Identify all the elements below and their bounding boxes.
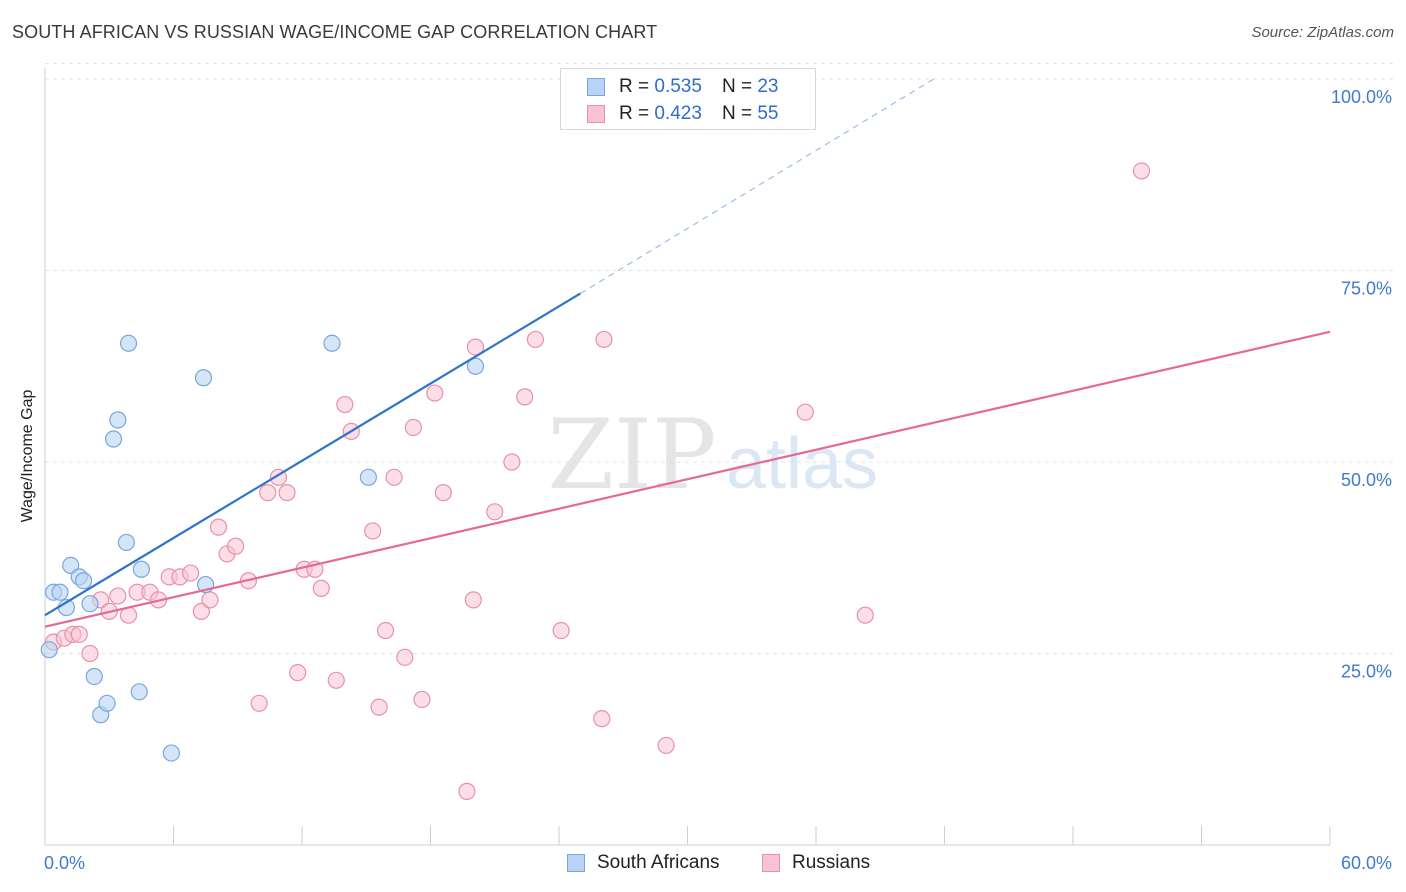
- russians-points: [44, 162, 1151, 800]
- russians-point: [593, 710, 611, 728]
- south-africans-point: [51, 583, 69, 601]
- south-africans-point: [85, 667, 103, 686]
- russians-point: [227, 537, 245, 555]
- south-africans-point: [117, 533, 135, 552]
- russians-point: [526, 330, 545, 349]
- south-africans-point: [40, 641, 58, 659]
- legend-swatch-blue: [587, 78, 605, 96]
- russians-point: [657, 736, 675, 755]
- bottom-legend-swatch-blue: [567, 854, 585, 872]
- tick-labels: 25.0% 50.0% 75.0% 100.0% 0.0% 60.0%: [44, 87, 1392, 873]
- watermark-atlas: atlas: [726, 424, 878, 504]
- russians-point: [434, 484, 452, 502]
- south-africans-points: [40, 334, 485, 762]
- south-africans-trend-extension: [580, 78, 935, 294]
- south-africans-point: [132, 560, 150, 578]
- south-africans-point: [359, 468, 377, 486]
- south-africans-trend-line: [44, 292, 581, 617]
- russians-point: [552, 621, 570, 640]
- south-africans-point: [109, 411, 127, 429]
- russians-point: [81, 644, 99, 663]
- russians-point: [1132, 162, 1151, 180]
- russians-point: [516, 388, 534, 406]
- legend-r-value: 0.423: [654, 103, 702, 124]
- russians-point: [182, 564, 200, 582]
- russians-point: [312, 579, 330, 597]
- bottom-legend-south-africans: South Africans: [567, 852, 720, 874]
- russians-point: [856, 606, 874, 624]
- russians-point: [385, 468, 403, 486]
- south-africans-point: [62, 556, 80, 575]
- russians-point: [404, 418, 422, 437]
- x-tick-label: 60.0%: [1341, 853, 1392, 873]
- south-africans-point: [466, 357, 485, 375]
- watermark-zip: ZIP: [547, 399, 716, 511]
- y-tick-label: 100.0%: [1331, 87, 1392, 107]
- russians-point: [413, 690, 431, 709]
- russians-point: [458, 782, 476, 800]
- legend-row-russians: R = 0.423 N = 55: [587, 102, 778, 126]
- legend: R = 0.535 N = 23 R = 0.423 N = 55: [560, 68, 816, 130]
- russians-trend-line: [44, 330, 1331, 628]
- russians-point: [370, 698, 388, 716]
- trend-lines: [44, 78, 1331, 628]
- south-africans-point: [81, 595, 99, 613]
- russians-point: [70, 625, 88, 643]
- grid-layer: [45, 63, 1395, 654]
- south-africans-point: [74, 572, 93, 590]
- russians-point: [595, 330, 613, 349]
- watermark: ZIP atlas: [547, 399, 878, 511]
- y-axis-label: Wage/Income Gap: [19, 389, 36, 523]
- south-africans-point: [98, 694, 116, 712]
- legend-n-value: 23: [757, 76, 779, 97]
- legend-n-label: N =: [721, 76, 753, 97]
- russians-point: [396, 648, 414, 666]
- legend-row-south-africans: R = 0.535 N = 23: [587, 75, 778, 99]
- legend-r-label: R =: [619, 103, 650, 124]
- legend-n-value: 55: [757, 103, 779, 124]
- bottom-legend-swatch-pink: [762, 854, 780, 872]
- x-tick-label: 0.0%: [44, 853, 85, 873]
- russians-point: [289, 664, 307, 682]
- bottom-legend-label: Russians: [792, 852, 871, 873]
- russians-point: [259, 484, 277, 502]
- russians-point: [503, 453, 521, 471]
- russians-point: [336, 395, 354, 414]
- chart-title: SOUTH AFRICAN VS RUSSIAN WAGE/INCOME GAP…: [12, 22, 658, 42]
- russians-point: [192, 602, 210, 620]
- russians-point: [278, 484, 296, 502]
- russians-point: [464, 591, 482, 609]
- russians-point: [486, 503, 504, 521]
- legend-r-label: R =: [619, 76, 650, 97]
- russians-point: [466, 338, 485, 356]
- legend-swatch-pink: [587, 105, 605, 123]
- russians-point: [109, 587, 127, 605]
- y-tick-label: 50.0%: [1341, 470, 1392, 490]
- russians-point: [376, 621, 395, 640]
- south-africans-point: [194, 369, 213, 387]
- south-africans-point: [119, 334, 138, 352]
- y-tick-label: 25.0%: [1341, 662, 1392, 682]
- bottom-legend-russians: Russians: [762, 852, 870, 874]
- bottom-legend-label: South Africans: [597, 852, 720, 873]
- russians-point: [201, 591, 219, 609]
- axis-layer: [44, 68, 1331, 846]
- russians-point: [426, 384, 444, 402]
- russians-point: [250, 694, 268, 712]
- source-note: Source: ZipAtlas.com: [1251, 24, 1394, 41]
- russians-point: [327, 671, 345, 689]
- russians-point: [209, 518, 228, 536]
- south-africans-point: [104, 430, 123, 448]
- legend-r-value: 0.535: [654, 76, 702, 97]
- south-africans-point: [162, 744, 180, 762]
- legend-n-label: N =: [721, 103, 753, 124]
- russians-point: [796, 403, 814, 421]
- y-tick-label: 75.0%: [1341, 279, 1392, 299]
- russians-point: [364, 522, 382, 540]
- south-africans-point: [130, 683, 148, 701]
- south-africans-point: [323, 334, 341, 352]
